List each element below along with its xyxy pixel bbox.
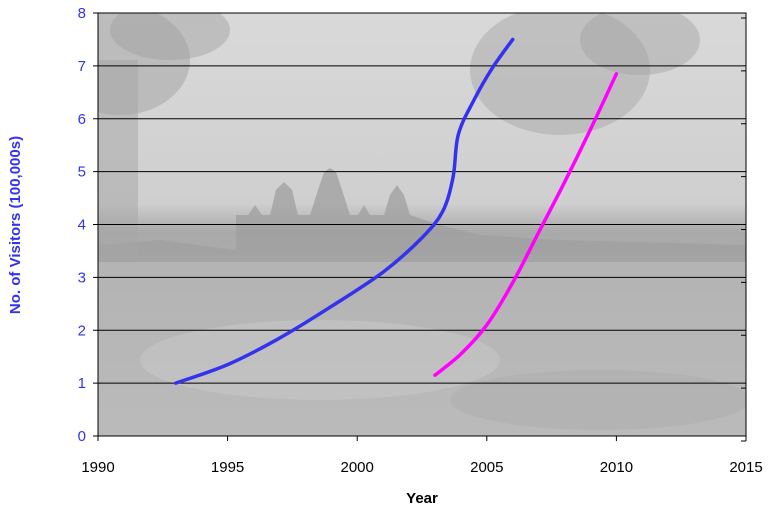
x-tick-label: 2010 <box>600 459 633 476</box>
series-line-2 <box>433 72 619 377</box>
series-lines <box>174 37 619 385</box>
y-tick-label: 2 <box>78 322 86 339</box>
x-tick-label: 1995 <box>211 459 244 476</box>
gridlines <box>98 65 746 384</box>
y-tick-label: 7 <box>78 58 86 75</box>
x-axis-title: Year <box>406 490 438 507</box>
y-tick-label: 6 <box>78 111 86 128</box>
y-tick-label: 0 <box>78 428 86 445</box>
tick-marks <box>93 12 747 442</box>
series-line-1 <box>174 37 515 385</box>
y-tick-label: 4 <box>78 217 86 234</box>
y-tick-labels: 0 1 2 3 4 5 6 7 8 <box>78 5 86 445</box>
y-axis-title: No. of Visitors (100,000s) <box>7 136 24 314</box>
x-tick-label: 2000 <box>341 459 374 476</box>
background-photo <box>98 13 746 436</box>
y-tick-label: 5 <box>78 164 86 181</box>
y-tick-label: 1 <box>78 375 86 392</box>
x-tick-label: 2015 <box>729 459 762 476</box>
y-tick-label: 8 <box>78 5 86 22</box>
x-tick-label: 1990 <box>81 459 114 476</box>
x-tick-label: 2005 <box>470 459 503 476</box>
x-tick-labels: 1990 1995 2000 2005 2010 2015 <box>81 459 762 476</box>
y-tick-label: 3 <box>78 269 86 286</box>
